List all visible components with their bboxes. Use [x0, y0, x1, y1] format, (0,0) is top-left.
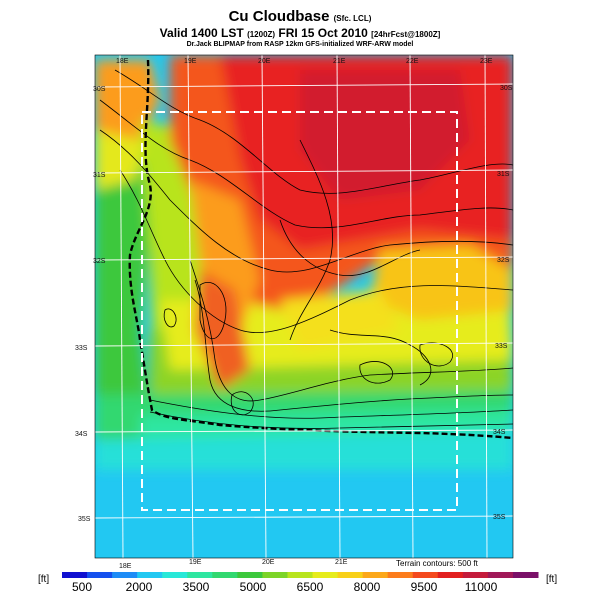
lon-label: 23E [480, 58, 493, 65]
colorbar-label: 5000 [239, 580, 267, 594]
colorbar-swatch [312, 572, 339, 578]
colorbar-swatch [162, 572, 188, 578]
colorbar-unit-right: [ft] [546, 574, 558, 585]
lon-labels-top: 18E 19E 20E 21E 22E 23E [116, 58, 493, 65]
lat-labels-right: 30S 31S 32S 33S 34S 35S [493, 85, 513, 521]
lat-label: 33S [495, 343, 508, 350]
colorbar-swatch [62, 572, 88, 578]
colorbar-label: 9500 [410, 580, 438, 594]
lon-label: 21E [335, 559, 348, 566]
colorbar-swatch [87, 572, 113, 578]
colorbar-unit-left: [ft] [38, 574, 50, 585]
colorbar-swatch [112, 572, 138, 578]
lat-lon-grid [95, 55, 513, 558]
colorbar-swatch [412, 572, 439, 578]
colorbar-swatch [512, 572, 539, 578]
colorbar-swatch [387, 572, 414, 578]
lon-label: 20E [258, 58, 271, 65]
lon-label: 18E [119, 563, 132, 570]
lat-label: 31S [497, 171, 510, 178]
colorbar-swatch [487, 572, 514, 578]
lat-label: 30S [93, 86, 106, 93]
terrain-contour-note: Terrain contours: 500 ft [396, 559, 478, 568]
lat-label: 32S [497, 257, 510, 264]
lat-label: 31S [93, 172, 106, 179]
inner-domain-boundary [141, 111, 458, 511]
colorbar-swatch [287, 572, 314, 578]
colorbar-swatch [362, 572, 389, 578]
colorbar-label: 2000 [125, 580, 153, 594]
model-credit: Dr.Jack BLIPMAP from RASP 12km GFS-initi… [186, 41, 414, 48]
lat-label: 34S [493, 429, 506, 436]
lon-labels-bottom: 18E 19E 20E 21E [119, 559, 348, 570]
lat-label: 35S [493, 514, 506, 521]
colorbar-label: 500 [71, 580, 93, 594]
colorbar [62, 572, 539, 578]
map-title: Cu Cloudbase (Sfc. LCL) [228, 8, 372, 25]
colorbar-swatch [437, 572, 464, 578]
lon-label: 20E [262, 559, 275, 566]
contour-lines [99, 69, 513, 429]
colorbar-swatch [137, 572, 163, 578]
lon-label: 19E [189, 559, 202, 566]
lat-labels-left: 30S 31S 32S 33S 34S 35S [75, 86, 106, 523]
colorbar-label: 6500 [296, 580, 324, 594]
colorbar-swatch [212, 572, 238, 578]
colorbar-swatch [462, 572, 489, 578]
lat-label: 32S [93, 258, 106, 265]
lon-label: 18E [116, 58, 129, 65]
colorbar-label: 8000 [353, 580, 381, 594]
lat-label: 33S [75, 345, 88, 352]
colorbar-swatch [187, 572, 213, 578]
colorbar-label: 11000 [464, 580, 498, 594]
lat-label: 30S [500, 85, 513, 92]
lat-label: 35S [78, 516, 91, 523]
lon-label: 22E [406, 58, 419, 65]
coastline [128, 59, 513, 440]
colorbar-swatch [262, 572, 288, 578]
field-layer [95, 55, 513, 558]
colorbar-label: 3500 [182, 580, 210, 594]
colorbar-swatch [337, 572, 364, 578]
lat-label: 34S [75, 431, 88, 438]
lon-label: 19E [184, 58, 197, 65]
colorbar-swatch [237, 572, 263, 578]
valid-time: Valid 1400 LST (1200Z) FRI 15 Oct 2010 [… [159, 26, 441, 40]
lon-label: 21E [333, 58, 346, 65]
